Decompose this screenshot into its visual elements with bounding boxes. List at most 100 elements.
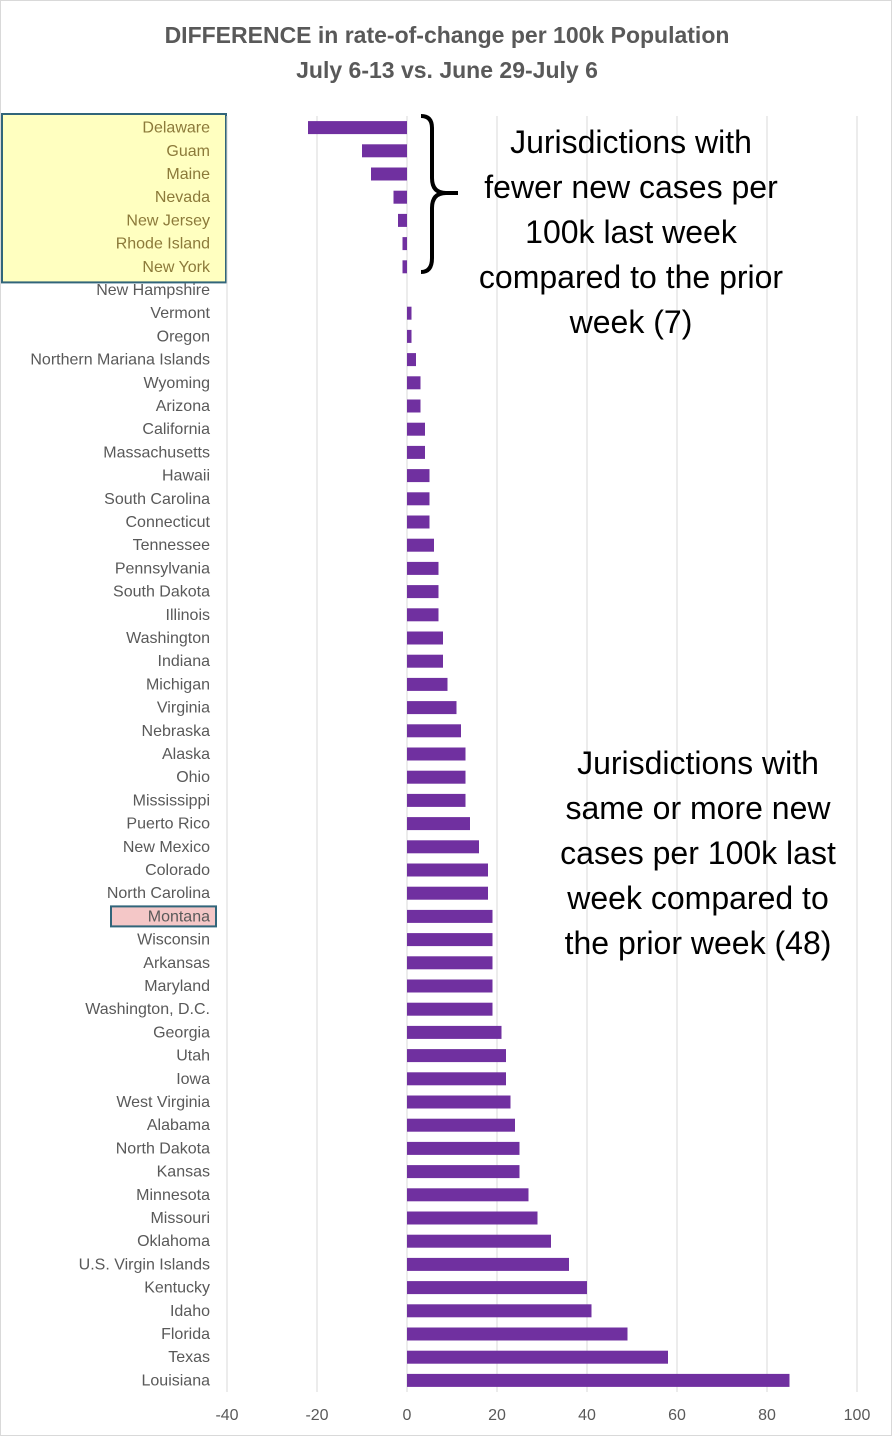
category-label-colorado: Colorado bbox=[145, 862, 210, 879]
category-label-tennessee: Tennessee bbox=[133, 537, 210, 554]
tick-label-20: 20 bbox=[488, 1407, 506, 1424]
bar-pennsylvania bbox=[407, 561, 439, 575]
category-label-california: California bbox=[142, 421, 210, 438]
category-label-new-jersey: New Jersey bbox=[126, 212, 210, 229]
gridlines bbox=[226, 116, 858, 1392]
bar-alaska bbox=[407, 747, 466, 761]
bar-guam bbox=[362, 144, 407, 158]
category-label-new-hampshire: New Hampshire bbox=[96, 282, 210, 299]
bar-washington bbox=[407, 631, 443, 645]
bar-wyoming bbox=[407, 376, 421, 390]
bar-south-carolina bbox=[407, 492, 430, 506]
category-label-west-virginia: West Virginia bbox=[116, 1094, 210, 1111]
category-label-guam: Guam bbox=[166, 143, 210, 160]
category-label-kansas: Kansas bbox=[157, 1164, 210, 1181]
category-label-minnesota: Minnesota bbox=[136, 1187, 210, 1204]
category-label-maryland: Maryland bbox=[144, 978, 210, 995]
category-label-pennsylvania: Pennsylvania bbox=[115, 560, 210, 577]
category-label-illinois: Illinois bbox=[166, 607, 210, 624]
tick-label-100: 100 bbox=[844, 1407, 871, 1424]
tick-label--20: -20 bbox=[305, 1407, 328, 1424]
bar-north-dakota bbox=[407, 1141, 520, 1155]
category-label-new-york: New York bbox=[142, 259, 211, 276]
bar-colorado bbox=[407, 863, 488, 877]
tick-label-60: 60 bbox=[668, 1407, 686, 1424]
bar-minnesota bbox=[407, 1188, 529, 1202]
bar-california bbox=[407, 422, 425, 436]
curly-brace bbox=[420, 114, 458, 274]
bar-tennessee bbox=[407, 538, 434, 552]
bar-north-carolina bbox=[407, 886, 488, 900]
bar-washington-d-c bbox=[407, 1002, 493, 1016]
highlight-box-montana bbox=[110, 905, 217, 928]
bar-oklahoma bbox=[407, 1234, 551, 1248]
category-label-washington-d-c: Washington, D.C. bbox=[85, 1001, 210, 1018]
bar-south-dakota bbox=[407, 585, 439, 599]
category-label-north-dakota: North Dakota bbox=[116, 1140, 210, 1157]
category-label-new-mexico: New Mexico bbox=[123, 839, 210, 856]
category-label-delaware: Delaware bbox=[142, 120, 210, 137]
category-label-rhode-island: Rhode Island bbox=[116, 236, 210, 253]
category-label-texas: Texas bbox=[168, 1349, 210, 1366]
bar-hawaii bbox=[407, 469, 430, 483]
bar-alabama bbox=[407, 1118, 515, 1132]
tick-label--40: -40 bbox=[215, 1407, 238, 1424]
bar-montana bbox=[407, 909, 493, 923]
highlight-layer bbox=[1, 113, 227, 928]
category-label-georgia: Georgia bbox=[153, 1024, 210, 1041]
tick-label-80: 80 bbox=[758, 1407, 776, 1424]
category-label-oregon: Oregon bbox=[157, 328, 210, 345]
bar-missouri bbox=[407, 1211, 538, 1225]
bar-vermont bbox=[407, 306, 412, 320]
category-label-south-carolina: South Carolina bbox=[104, 491, 210, 508]
category-label-iowa: Iowa bbox=[176, 1071, 210, 1088]
category-label-kentucky: Kentucky bbox=[144, 1280, 210, 1297]
bar-nebraska bbox=[407, 724, 461, 738]
category-label-north-carolina: North Carolina bbox=[107, 885, 210, 902]
category-label-arkansas: Arkansas bbox=[143, 955, 210, 972]
bar-arkansas bbox=[407, 956, 493, 970]
category-label-idaho: Idaho bbox=[170, 1303, 210, 1320]
bar-new-jersey bbox=[398, 213, 407, 227]
category-label-oklahoma: Oklahoma bbox=[137, 1233, 210, 1250]
bar-illinois bbox=[407, 608, 439, 622]
category-label-nebraska: Nebraska bbox=[142, 723, 211, 740]
bar-iowa bbox=[407, 1072, 506, 1086]
category-label-arizona: Arizona bbox=[156, 398, 210, 415]
bar-nevada bbox=[393, 190, 407, 204]
category-label-utah: Utah bbox=[176, 1048, 210, 1065]
chart-title-line-1: DIFFERENCE in rate-of-change per 100k Po… bbox=[164, 22, 730, 48]
category-label-south-dakota: South Dakota bbox=[113, 584, 210, 601]
bar-indiana bbox=[407, 654, 443, 668]
bar-rhode-island bbox=[402, 237, 407, 251]
bar-utah bbox=[407, 1049, 506, 1063]
bar-louisiana bbox=[407, 1373, 790, 1387]
bar-virginia bbox=[407, 701, 457, 715]
bar-idaho bbox=[407, 1304, 592, 1318]
tick-label-40: 40 bbox=[578, 1407, 596, 1424]
bar-ohio bbox=[407, 770, 466, 784]
category-label-northern-mariana-islands: Northern Mariana Islands bbox=[30, 352, 210, 369]
bar-delaware bbox=[308, 121, 407, 135]
category-label-nevada: Nevada bbox=[155, 189, 210, 206]
bar-puerto-rico bbox=[407, 817, 470, 831]
x-axis-tick-labels: -40 -20 0 20 40 60 80 100 bbox=[215, 1407, 870, 1424]
category-label-connecticut: Connecticut bbox=[126, 514, 211, 531]
category-label-florida: Florida bbox=[161, 1326, 210, 1343]
category-label-alabama: Alabama bbox=[147, 1117, 210, 1134]
bar-oregon bbox=[407, 329, 412, 343]
bar-michigan bbox=[407, 677, 448, 691]
category-label-hawaii: Hawaii bbox=[162, 468, 210, 485]
category-label-puerto-rico: Puerto Rico bbox=[126, 816, 210, 833]
chart-title-line-2: July 6-13 vs. June 29-July 6 bbox=[296, 57, 598, 83]
category-label-missouri: Missouri bbox=[150, 1210, 210, 1227]
bar-west-virginia bbox=[407, 1095, 511, 1109]
bars bbox=[308, 121, 790, 1387]
category-label-indiana: Indiana bbox=[158, 653, 211, 670]
category-label-ohio: Ohio bbox=[176, 769, 210, 786]
category-label-vermont: Vermont bbox=[150, 305, 210, 322]
brace-annotation bbox=[420, 114, 458, 274]
highlight-box-fewer-cases bbox=[1, 113, 227, 284]
